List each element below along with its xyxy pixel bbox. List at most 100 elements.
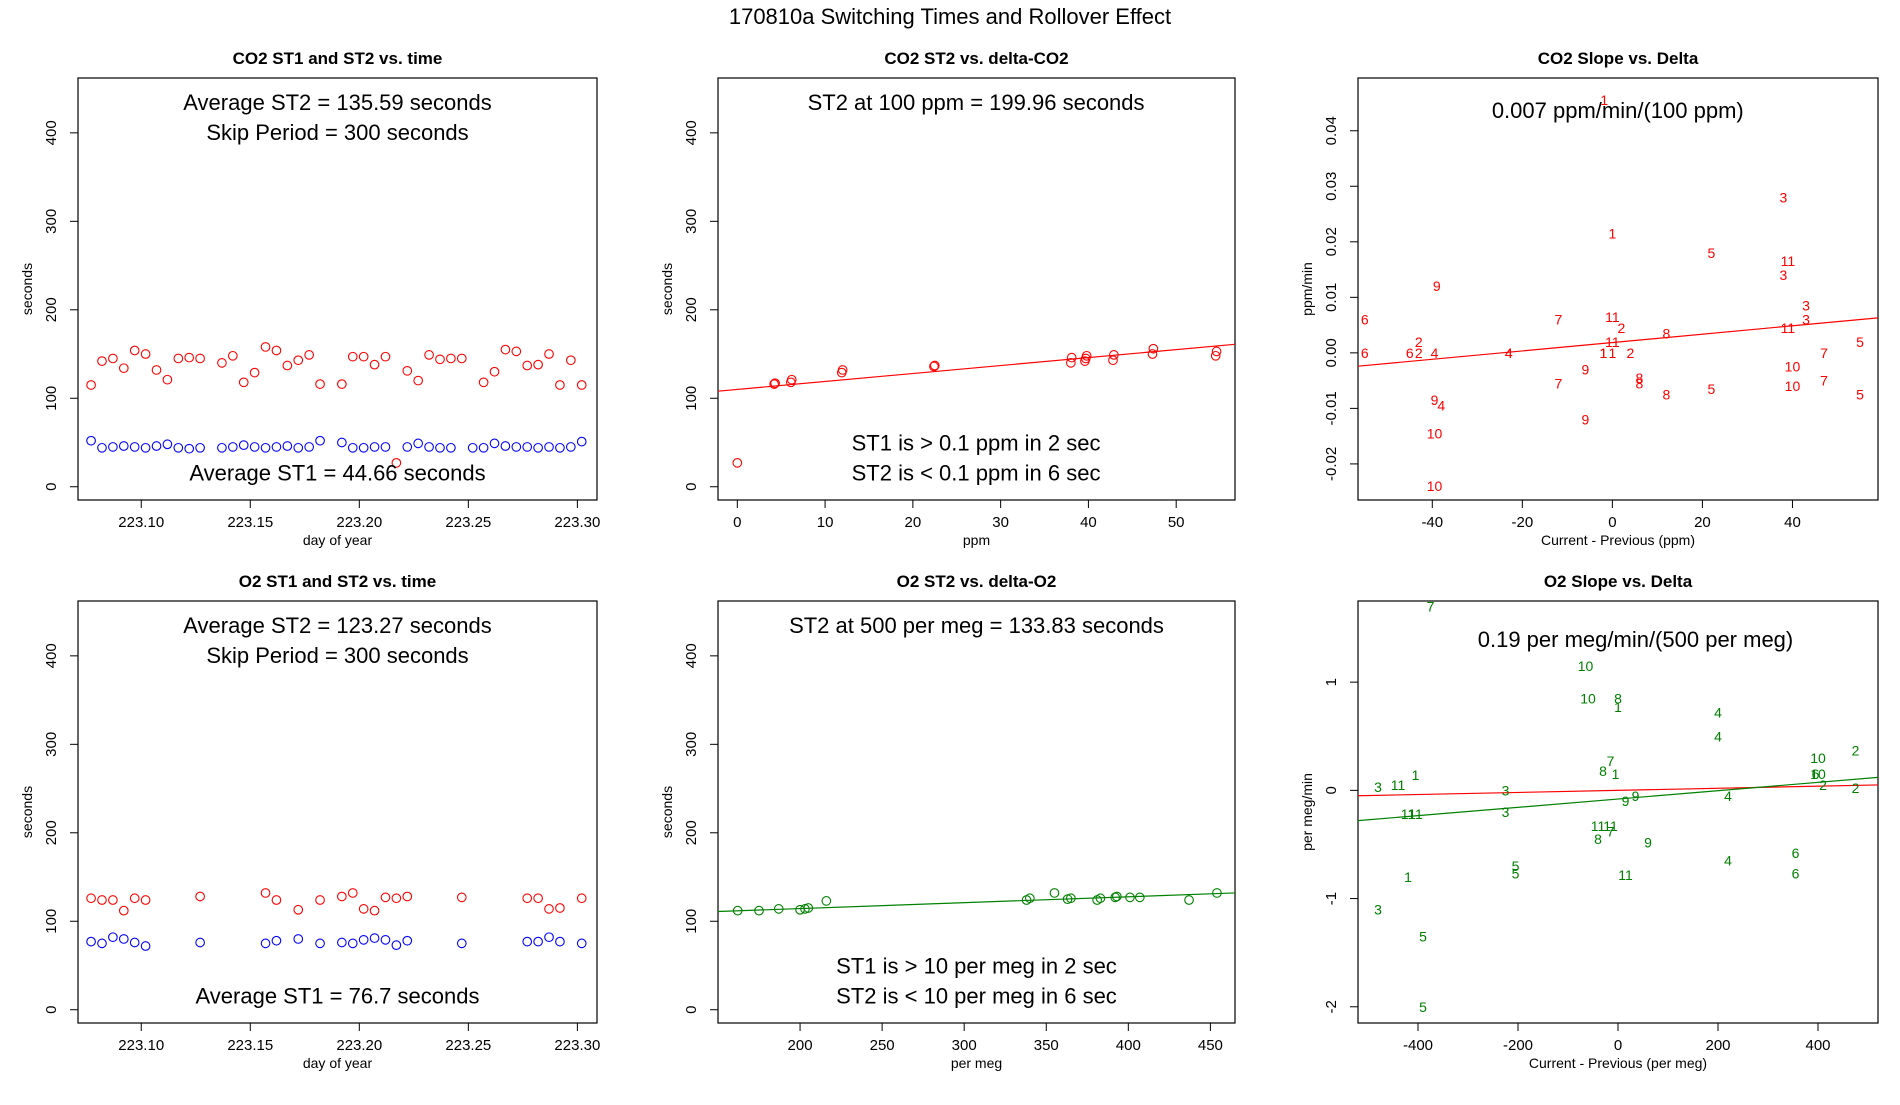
chart-title: O2 ST2 vs. delta-O2 bbox=[897, 572, 1057, 591]
data-point-st2 bbox=[1211, 346, 1222, 357]
point-label: 3 bbox=[1802, 298, 1810, 314]
data-point-st2 bbox=[347, 351, 358, 362]
data-point-st1 bbox=[565, 442, 576, 452]
y-tick-label: 400 bbox=[43, 643, 60, 668]
point-label: 9 bbox=[1581, 362, 1589, 378]
data-point-st1 bbox=[337, 437, 347, 448]
y-tick-label: 300 bbox=[43, 209, 60, 234]
data-point-st2 bbox=[1066, 358, 1076, 368]
annotation: ST2 is < 0.1 ppm in 6 sec bbox=[852, 461, 1101, 486]
annotation: Average ST2 = 123.27 seconds bbox=[183, 613, 491, 638]
point-label: 3 bbox=[1502, 782, 1510, 798]
data-point-st2 bbox=[129, 345, 140, 356]
plot-area bbox=[86, 888, 587, 951]
point-label: 2 bbox=[1617, 320, 1625, 336]
plot-frame bbox=[77, 600, 598, 1024]
data-point-st2 bbox=[773, 904, 784, 914]
x-tick-label: 0 bbox=[1608, 514, 1616, 531]
data-point-st1 bbox=[118, 441, 129, 451]
point-label: 11 bbox=[1591, 818, 1606, 834]
y-axis-label: seconds bbox=[659, 263, 675, 315]
data-point-st2 bbox=[140, 349, 151, 359]
data-point-st2 bbox=[1095, 893, 1106, 904]
x-tick-label: 200 bbox=[1705, 1037, 1730, 1054]
point-label: 2 bbox=[1852, 780, 1860, 796]
point-label: 2 bbox=[1626, 345, 1634, 361]
y-tick-label: 100 bbox=[683, 909, 700, 934]
data-point-st2 bbox=[533, 359, 543, 370]
point-label: 2 bbox=[1819, 777, 1827, 793]
point-label: 10 bbox=[1580, 690, 1596, 706]
data-point-st1 bbox=[140, 442, 151, 453]
data-point-st2 bbox=[522, 360, 533, 371]
data-point-st2 bbox=[803, 903, 814, 913]
data-point-st1 bbox=[424, 442, 434, 452]
data-point-st2 bbox=[402, 891, 413, 902]
point-label: 5 bbox=[1708, 381, 1716, 397]
y-tick-label: 200 bbox=[43, 297, 60, 322]
y-tick-label: 400 bbox=[683, 120, 700, 145]
point-label: 11 bbox=[1781, 320, 1796, 336]
point-label: 8 bbox=[1635, 370, 1643, 386]
point-label: 3 bbox=[1780, 189, 1788, 205]
point-label: 6 bbox=[1361, 345, 1369, 361]
x-tick-label: 30 bbox=[992, 514, 1009, 531]
point-label: 2 bbox=[1415, 334, 1423, 350]
data-point-st1 bbox=[446, 442, 456, 453]
point-label: 1 bbox=[1599, 345, 1607, 361]
data-point-st2 bbox=[555, 380, 565, 390]
x-tick-label: 223.10 bbox=[118, 514, 164, 531]
point-label: 1 bbox=[1612, 766, 1620, 782]
data-point-st2 bbox=[108, 895, 118, 905]
data-point-st2 bbox=[391, 457, 402, 468]
data-point-st2 bbox=[1125, 892, 1135, 903]
point-label: 6 bbox=[1361, 312, 1369, 328]
x-tick-label: -40 bbox=[1421, 514, 1443, 531]
data-point-st1 bbox=[173, 442, 184, 453]
data-point-st2 bbox=[1184, 895, 1194, 905]
data-point-st1 bbox=[271, 442, 282, 452]
plot-frame bbox=[717, 77, 1236, 501]
y-tick-label: 300 bbox=[683, 209, 700, 234]
chart-panel-1: CO2 ST1 and ST2 vs. time 223.10 223.15 223.… bbox=[19, 49, 600, 548]
point-label: 5 bbox=[1512, 858, 1520, 874]
point-label: 10 bbox=[1578, 658, 1594, 674]
data-point-st1 bbox=[478, 442, 489, 453]
x-tick-label: 50 bbox=[1168, 514, 1185, 531]
x-tick-label: -20 bbox=[1511, 514, 1533, 531]
x-axis-label: Current - Previous (per meg) bbox=[1529, 1055, 1707, 1071]
point-label: 7 bbox=[1607, 823, 1615, 839]
y-tick-label: 0 bbox=[1323, 786, 1340, 794]
data-point-st1 bbox=[118, 934, 129, 944]
y-tick-label: -0.01 bbox=[1323, 391, 1340, 425]
annotation: Average ST1 = 76.7 seconds bbox=[196, 984, 480, 1009]
x-axis-label: day of year bbox=[303, 532, 373, 548]
point-label: 9 bbox=[1431, 392, 1439, 408]
annotation: Skip Period = 300 seconds bbox=[206, 120, 468, 145]
point-label: 11 bbox=[1605, 334, 1620, 350]
data-point-st2 bbox=[86, 380, 96, 390]
data-point-st1 bbox=[108, 932, 118, 943]
point-label: 11 bbox=[1603, 818, 1618, 834]
data-point-st2 bbox=[271, 345, 282, 356]
chart-panel-2: CO2 ST2 vs. delta-CO2 0 10 20 30 40 50 0 100 200 3… bbox=[659, 49, 1236, 548]
y-tick-label: -0.02 bbox=[1323, 447, 1340, 481]
x-tick-label: 400 bbox=[1805, 1037, 1830, 1054]
point-label: 4 bbox=[1431, 345, 1439, 361]
data-point-st1 bbox=[522, 442, 533, 452]
x-tick-label: 350 bbox=[1034, 1037, 1059, 1054]
point-label: 2 bbox=[1415, 345, 1423, 361]
data-point-st2 bbox=[337, 379, 347, 389]
point-label: 8 bbox=[1662, 325, 1670, 341]
data-point-st2 bbox=[173, 353, 184, 364]
data-point-st1 bbox=[293, 442, 304, 453]
data-point-st2 bbox=[1110, 892, 1121, 903]
x-tick-label: 10 bbox=[817, 514, 834, 531]
data-point-st1 bbox=[555, 442, 565, 453]
point-label: 10 bbox=[1427, 425, 1443, 441]
data-point-st2 bbox=[478, 377, 489, 388]
data-point-st2 bbox=[1049, 888, 1060, 898]
data-point-st1 bbox=[402, 442, 413, 452]
point-label: 4 bbox=[1505, 345, 1513, 361]
